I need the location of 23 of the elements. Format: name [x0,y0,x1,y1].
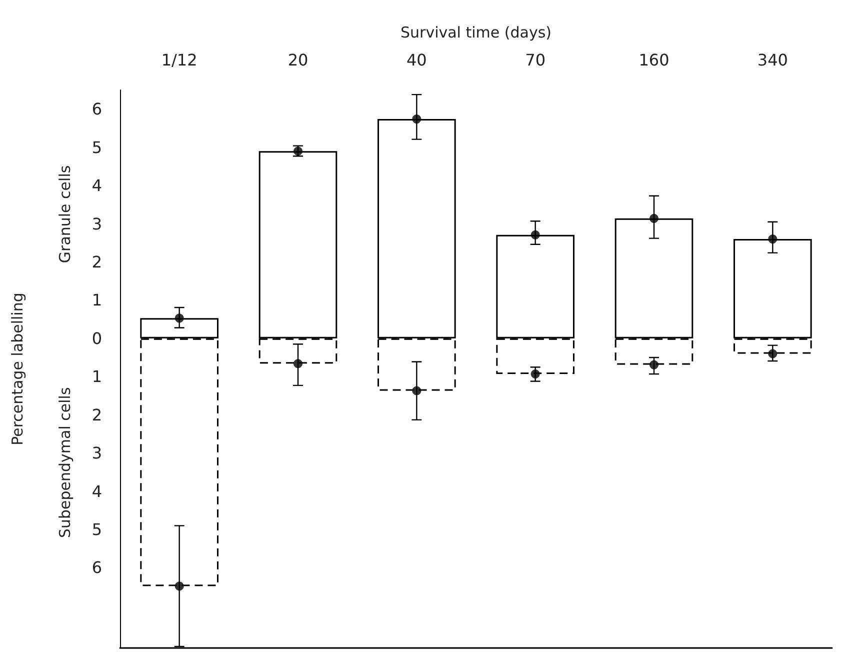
x-tick-label: 340 [757,50,788,70]
x-tick-label: 70 [525,50,546,70]
text: Granule cells [56,165,74,264]
y-tick-label: 5 [92,520,102,540]
x-tick-label: 40 [406,50,427,70]
y-axis-title: Percentage labelling [8,292,26,446]
y-tick-label: 3 [92,214,102,234]
x-tick-label: 160 [638,50,670,70]
y-tick-label: 1 [92,290,102,310]
y-tick-label: 4 [92,482,102,501]
y-tick-label: 2 [92,252,102,272]
x-axis-title: Survival time (days) [400,24,552,42]
x-tick-label: 20 [288,50,308,70]
y-tick-label: 0 [92,328,102,348]
y-tick-label: 6 [92,558,102,578]
text: Subependymal cells [56,387,74,538]
x-tick-label: 1/12 [161,50,198,70]
y-tick-label: 4 [92,176,102,196]
y-tick-label: 3 [92,444,102,463]
y-tick-label: 2 [92,405,102,424]
y-tick-label: 6 [92,100,102,119]
y-tick-label: 5 [92,138,102,157]
y-tick-label: 1 [92,367,102,386]
